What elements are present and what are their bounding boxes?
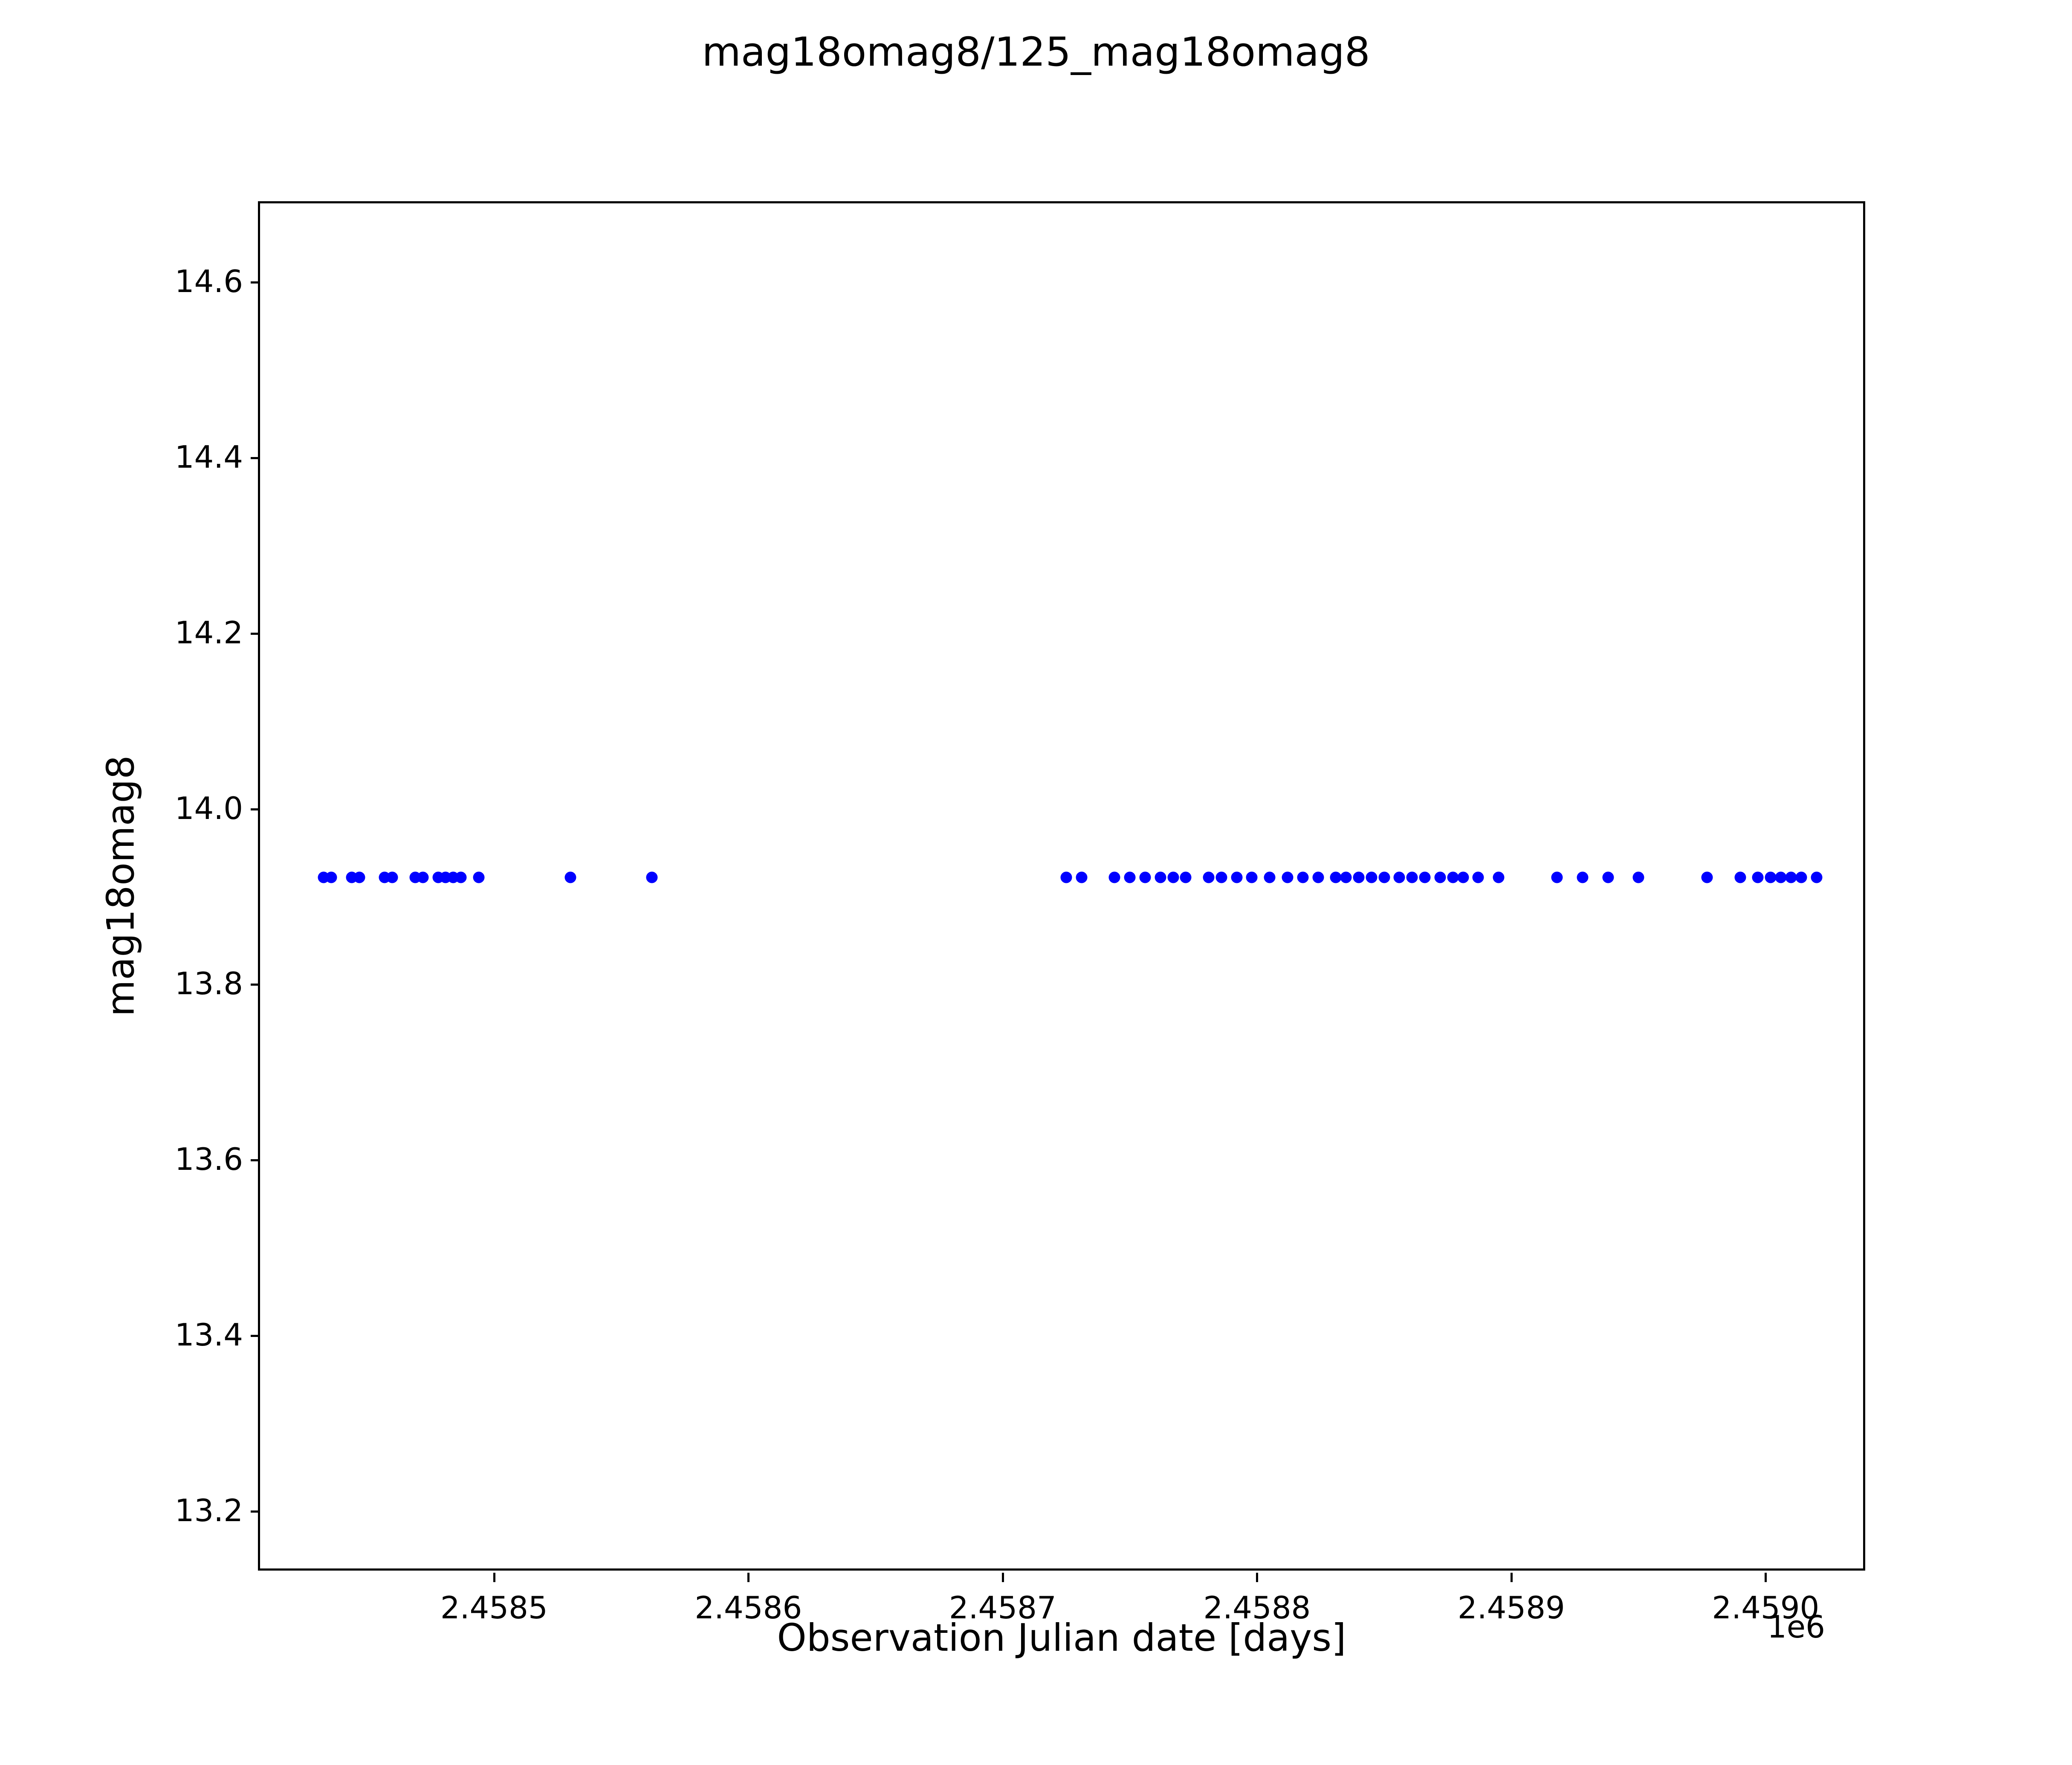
data-point bbox=[1775, 871, 1787, 883]
data-point bbox=[1312, 871, 1324, 883]
y-tick-label: 14.6 bbox=[174, 263, 243, 300]
data-point bbox=[1577, 871, 1589, 883]
data-point bbox=[1330, 871, 1342, 883]
data-point bbox=[1297, 871, 1309, 883]
plot-axes: 13.2 13.4 13.6 13.8 14.0 14.2 14.4 14.6 2.4585 2… bbox=[175, 201, 1865, 1626]
data-point bbox=[646, 871, 658, 883]
data-point bbox=[1752, 871, 1764, 883]
y-tick-mark bbox=[251, 632, 260, 635]
x-tick-mark bbox=[747, 1573, 750, 1582]
data-point bbox=[1434, 871, 1446, 883]
y-tick-label: 13.8 bbox=[174, 966, 243, 1002]
data-point bbox=[564, 871, 576, 883]
x-axis-exponent-label: 1e6 bbox=[1767, 1609, 1825, 1645]
x-tick-label: 2.4585 bbox=[440, 1590, 548, 1626]
y-tick-label: 13.6 bbox=[174, 1141, 243, 1178]
data-point bbox=[1180, 871, 1192, 883]
y-tick-mark bbox=[251, 1335, 260, 1337]
y-axis-label-container: mag18omag8 bbox=[97, 201, 144, 1571]
data-point bbox=[386, 871, 398, 883]
x-tick-mark bbox=[1765, 1573, 1767, 1582]
x-tick-label: 2.4589 bbox=[1457, 1590, 1565, 1626]
y-tick-mark bbox=[251, 457, 260, 460]
data-point bbox=[1215, 871, 1227, 883]
x-tick-label: 2.4590 bbox=[1712, 1590, 1820, 1626]
data-point bbox=[1602, 871, 1614, 883]
data-point bbox=[1155, 871, 1166, 883]
data-point bbox=[1406, 871, 1418, 883]
data-point bbox=[1419, 871, 1431, 883]
data-point bbox=[1701, 871, 1713, 883]
data-point bbox=[1167, 871, 1179, 883]
x-axis-label: Observation Julian date [days] bbox=[777, 1616, 1346, 1660]
data-point bbox=[1785, 871, 1797, 883]
x-tick-mark bbox=[493, 1573, 495, 1582]
data-point bbox=[325, 871, 337, 883]
y-tick-mark bbox=[251, 808, 260, 810]
y-tick-label: 13.2 bbox=[174, 1492, 243, 1528]
data-point bbox=[1231, 871, 1243, 883]
data-point bbox=[1447, 871, 1459, 883]
data-point bbox=[1734, 871, 1746, 883]
data-point bbox=[1246, 871, 1258, 883]
data-point bbox=[1393, 871, 1405, 883]
data-point bbox=[353, 871, 365, 883]
y-tick-label: 13.4 bbox=[174, 1317, 243, 1353]
y-tick-label: 14.4 bbox=[174, 439, 243, 475]
data-point bbox=[1366, 871, 1377, 883]
x-tick-mark bbox=[1510, 1573, 1513, 1582]
data-point bbox=[1378, 871, 1390, 883]
x-tick-label: 2.4586 bbox=[695, 1590, 802, 1626]
data-point bbox=[1108, 871, 1120, 883]
data-point bbox=[1139, 871, 1151, 883]
y-tick-mark bbox=[251, 1159, 260, 1162]
data-point bbox=[1282, 871, 1294, 883]
y-tick-label: 14.2 bbox=[174, 614, 243, 651]
x-tick-mark bbox=[1001, 1573, 1004, 1582]
x-tick-mark bbox=[1256, 1573, 1259, 1582]
data-point bbox=[473, 871, 485, 883]
data-point bbox=[1203, 871, 1215, 883]
data-point bbox=[1811, 871, 1823, 883]
data-point bbox=[1340, 871, 1352, 883]
data-point bbox=[1457, 871, 1469, 883]
data-point bbox=[1795, 871, 1807, 883]
data-point bbox=[1076, 871, 1088, 883]
data-plot-area bbox=[260, 203, 1863, 1568]
y-tick-label: 14.0 bbox=[174, 790, 243, 826]
data-point bbox=[1060, 871, 1072, 883]
data-point bbox=[1493, 871, 1505, 883]
x-tick-label: 2.4587 bbox=[949, 1590, 1056, 1626]
x-tick-label: 2.4588 bbox=[1203, 1590, 1311, 1626]
data-point bbox=[1264, 871, 1276, 883]
data-point bbox=[1551, 871, 1563, 883]
y-tick-mark bbox=[251, 984, 260, 986]
data-point bbox=[455, 871, 467, 883]
y-axis-label: mag18omag8 bbox=[98, 755, 143, 1017]
page-title: mag18omag8/125_mag18omag8 bbox=[702, 29, 1370, 75]
y-tick-mark bbox=[251, 281, 260, 284]
data-point bbox=[1765, 871, 1777, 883]
data-point bbox=[1632, 871, 1644, 883]
data-point bbox=[1472, 871, 1484, 883]
data-point bbox=[1353, 871, 1365, 883]
y-tick-mark bbox=[251, 1510, 260, 1513]
data-point bbox=[417, 871, 429, 883]
data-point bbox=[1124, 871, 1136, 883]
